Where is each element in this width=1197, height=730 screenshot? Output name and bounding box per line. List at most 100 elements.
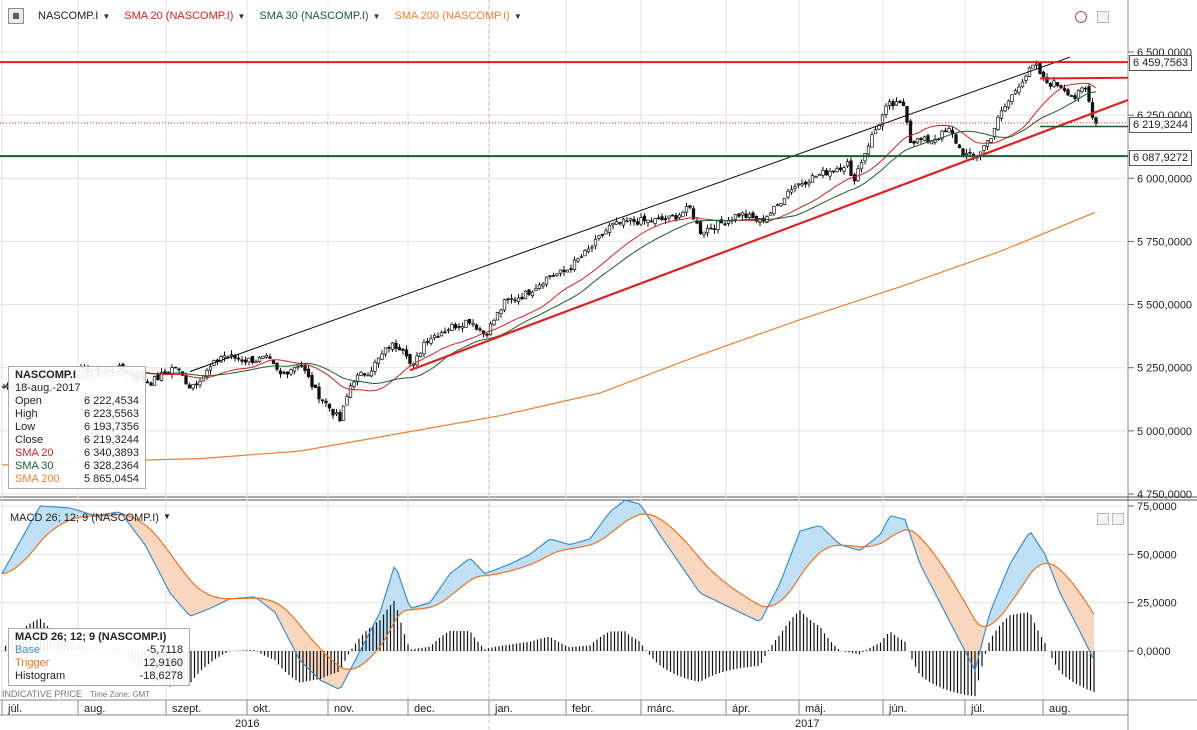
info-label: SMA 200 (15, 473, 60, 485)
candle (635, 221, 640, 225)
macd-fill (331, 659, 335, 688)
candle (1024, 75, 1028, 81)
candle (915, 138, 920, 144)
macd-tick-label: 25,0000 (1137, 598, 1177, 610)
legend-bar: ▦ NASCOMP.I ▼ SMA 20 (NASCOMP.I) ▼ SMA 3… (8, 8, 522, 24)
macd-fill (474, 562, 478, 578)
macd-fill (653, 515, 657, 530)
candle (254, 360, 258, 364)
candle (446, 329, 451, 332)
candle (712, 228, 717, 230)
macd-fill (177, 562, 181, 606)
macd-fill (516, 559, 520, 570)
candle (898, 100, 902, 104)
macd-fill (670, 526, 674, 556)
candle (751, 212, 755, 219)
chart-app-icon[interactable]: ▦ (8, 8, 24, 24)
macd-fill (565, 543, 569, 550)
macd-fill (275, 602, 279, 620)
candle (796, 183, 801, 186)
candle (1066, 89, 1070, 96)
macd-fill (54, 506, 58, 529)
candle (390, 342, 395, 350)
macd-fill (506, 564, 510, 573)
trend-line (1039, 76, 1129, 80)
macd-fill (432, 593, 436, 607)
candle (397, 347, 402, 351)
price-panel (0, 0, 1128, 497)
macd-fill (761, 605, 765, 620)
month-tick-label: ápr. (732, 703, 750, 715)
candle (544, 276, 549, 285)
candle (184, 374, 188, 385)
macd-legend[interactable]: MACD 26; 12; 9 (NASCOMP.I) ▼ (10, 512, 171, 524)
macd-fill (719, 577, 723, 605)
macd-fill (817, 526, 821, 555)
candle (359, 371, 363, 376)
macd-fill (334, 662, 338, 689)
macd-fill (999, 580, 1003, 618)
macd-fill (964, 601, 968, 657)
candle (670, 214, 675, 217)
macd-fill (380, 601, 384, 647)
macd-fill (142, 522, 146, 546)
candle (611, 222, 615, 226)
macd-fill (471, 559, 475, 580)
legend-symbol[interactable]: NASCOMP.I ▼ (38, 10, 110, 22)
maximize-icon[interactable] (1097, 513, 1109, 525)
candle (793, 186, 797, 189)
legend-sma200[interactable]: SMA 200 (NASCOMP.I) ▼ (395, 10, 522, 22)
candle (926, 135, 930, 143)
candle (600, 233, 605, 236)
candle (198, 381, 202, 386)
macd-fill (632, 502, 636, 518)
candle (723, 223, 727, 226)
maximize-icon[interactable] (1097, 11, 1109, 23)
macd-fill (989, 606, 993, 626)
macd-tick-label: 0,0000 (1137, 646, 1171, 658)
price-tick-label: 5 250,0000 (1137, 363, 1192, 375)
month-tick-label: aug. (1049, 703, 1070, 715)
macd-fill (793, 540, 797, 588)
macd-fill (40, 506, 44, 542)
info-value: 5 865,0454 (83, 473, 139, 485)
candle (684, 206, 689, 213)
macd-fill (128, 515, 132, 527)
candle (709, 227, 713, 230)
macd-fill (786, 558, 790, 596)
candle (625, 220, 629, 223)
macd-fill (947, 572, 951, 623)
candle (516, 297, 521, 302)
macd-label: Trigger (15, 657, 50, 669)
macd-fill (698, 556, 702, 594)
clock-icon[interactable] (1075, 11, 1087, 23)
close-icon[interactable] (1112, 513, 1124, 525)
candle (1069, 95, 1074, 97)
macd-fill (751, 600, 755, 620)
macd-fill (1076, 588, 1080, 632)
macd-fill (149, 528, 153, 560)
macd-value: 12,9160 (143, 657, 183, 669)
macd-fill (513, 560, 517, 571)
macd-fill (520, 557, 524, 569)
candle (450, 323, 454, 331)
macd-fill (75, 509, 79, 519)
macd-fill (800, 530, 804, 577)
macd-info-box: MACD 26; 12; 9 (NASCOMP.I) Base -5,7118 T… (8, 628, 190, 686)
macd-fill (621, 500, 625, 525)
macd-fill (208, 594, 212, 610)
legend-sma30[interactable]: SMA 30 (NASCOMP.I) ▼ (259, 10, 380, 22)
macd-fill (51, 506, 55, 532)
candle (257, 356, 262, 363)
macd-fill (611, 508, 615, 533)
legend-sma20[interactable]: SMA 20 (NASCOMP.I) ▼ (124, 10, 245, 22)
candle (628, 218, 633, 221)
info-label: Close (15, 434, 44, 446)
candle (621, 218, 626, 226)
info-value: 6 222,4534 (83, 395, 139, 407)
macd-fill (527, 553, 531, 566)
macd-fill (156, 535, 160, 573)
channel-line (189, 56, 1071, 372)
candle (754, 216, 759, 222)
